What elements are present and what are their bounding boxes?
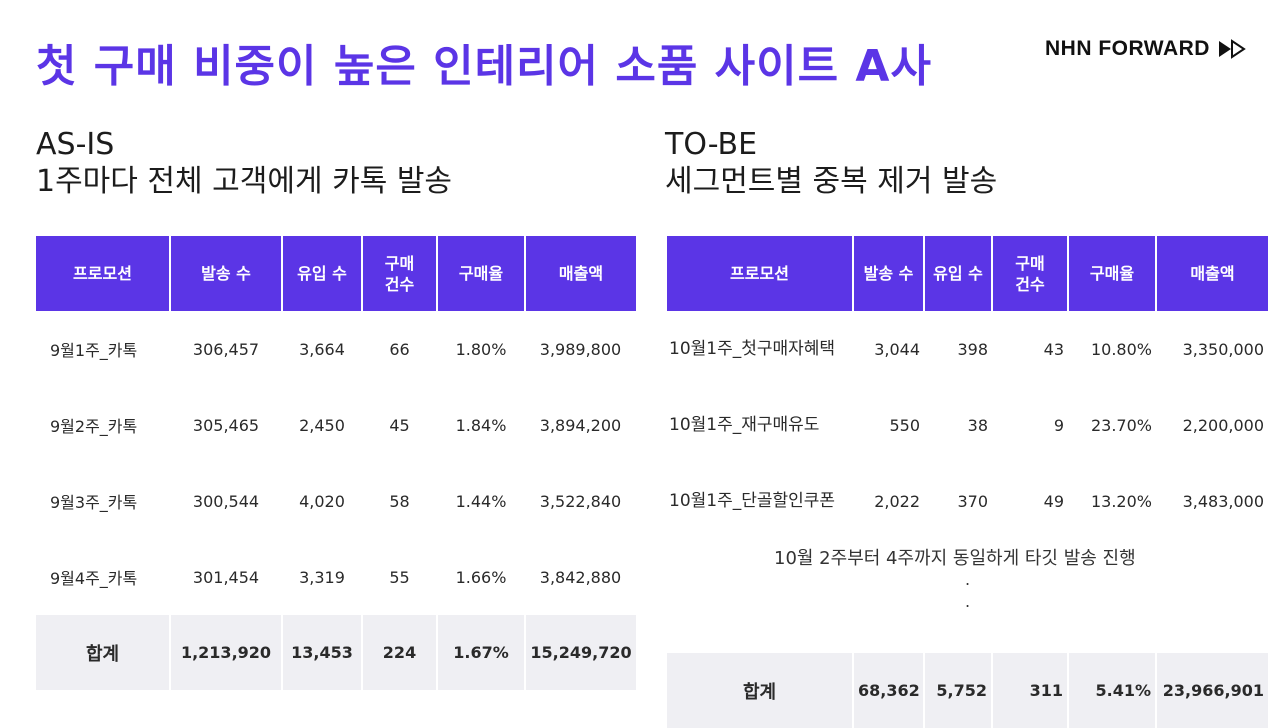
ellipsis-dot: . [965,592,971,611]
column-header: 구매율 [1068,236,1157,311]
table-row: 9월1주_카톡 306,457 3,664 66 1.80% 3,989,800 [36,311,636,387]
purchase-rate-cell: 1.66% [455,567,507,587]
revenue-cell: 3,842,880 [539,567,622,587]
total-purchase-count-cell: 224 [362,615,438,690]
sent-count-cell: 305,465 [192,415,260,435]
table-header-row: 프로모션 발송 수 유입 수 구매 건수 구매율 매출액 [667,236,1268,311]
purchase-count-cell: 49 [1043,491,1064,511]
table-row: 9월2주_카톡 305,465 2,450 45 1.84% 3,894,200 [36,387,636,463]
inflow-count-cell: 4,020 [299,491,345,511]
total-revenue-cell: 23,966,901 [1156,653,1268,728]
promotion-cell: 9월1주_카톡 [50,341,138,360]
total-inflow-cell: 13,453 [282,615,363,690]
revenue-cell: 3,989,800 [539,339,622,359]
column-header: 유입 수 [282,236,363,311]
revenue-cell: 3,894,200 [539,415,622,435]
purchase-count-cell: 58 [389,491,410,511]
column-header-text: 구매 건수 [384,253,415,294]
column-header: 프로모션 [36,236,171,311]
column-header: 구매 건수 [992,236,1069,311]
purchase-count-cell: 45 [389,415,410,435]
total-purchase-count-cell: 311 [992,653,1069,728]
column-header: 매출액 [525,236,636,311]
sent-count-cell: 301,454 [192,567,260,587]
as-is-table: 프로모션 발송 수 유입 수 구매 건수 구매율 매출액 9월1주_카톡 306… [36,236,636,690]
total-revenue-cell: 15,249,720 [525,615,636,690]
sent-count-cell: 306,457 [192,339,260,359]
as-is-description: 1주마다 전체 고객에게 카톡 발송 [36,164,453,199]
total-inflow-cell: 5,752 [924,653,993,728]
logo-text: NHN FORWARD [1045,37,1210,60]
column-header: 발송 수 [170,236,283,311]
inflow-count-cell: 370 [957,491,988,511]
purchase-rate-cell: 23.70% [1090,415,1152,435]
sent-count-cell: 2,022 [874,491,920,511]
promotion-cell: 9월3주_카톡 [50,493,138,512]
total-sent-cell: 68,362 [853,653,925,728]
ellipsis-dot: . [965,570,971,589]
table-row: 10월1주_첫구매자혜택 3,044 398 43 10.80% 3,350,0… [667,311,1268,387]
column-header-text: 구매 건수 [1015,253,1045,294]
promotion-cell: 10월1주_단골할인쿠폰 [669,491,836,511]
total-row: 합계 1,213,920 13,453 224 1.67% 15,249,720 [36,615,636,690]
purchase-count-cell: 66 [389,339,410,359]
purchase-rate-cell: 10.80% [1090,339,1152,359]
inflow-count-cell: 398 [957,339,988,359]
inflow-count-cell: 2,450 [299,415,345,435]
revenue-cell: 3,483,000 [1182,491,1264,511]
revenue-cell: 3,522,840 [539,491,622,511]
purchase-rate-cell: 1.80% [455,339,507,359]
column-header: 구매 건수 [362,236,438,311]
purchase-rate-cell: 1.44% [455,491,507,511]
total-label-cell: 합계 [36,615,171,690]
as-is-heading: AS-IS [36,127,115,162]
promotion-cell: 9월2주_카톡 [50,417,138,436]
revenue-cell: 3,350,000 [1182,339,1264,359]
purchase-rate-cell: 13.20% [1090,491,1152,511]
sent-count-cell: 550 [889,415,920,435]
continuation-note: 10월 2주부터 4주까지 동일하게 타깃 발송 진행 [774,548,1136,569]
purchase-count-cell: 43 [1043,339,1064,359]
sent-count-cell: 3,044 [874,339,920,359]
table-row: 10월1주_단골할인쿠폰 2,022 370 49 13.20% 3,483,0… [667,463,1268,539]
table-row: 9월3주_카톡 300,544 4,020 58 1.44% 3,522,840 [36,463,636,539]
column-header: 프로모션 [667,236,854,311]
promotion-cell: 10월1주_첫구매자혜택 [669,339,836,359]
revenue-cell: 2,200,000 [1182,415,1264,435]
total-sent-cell: 1,213,920 [170,615,283,690]
to-be-table: 프로모션 발송 수 유입 수 구매 건수 구매율 매출액 10월1주_첫구매자혜… [667,236,1268,728]
inflow-count-cell: 3,319 [299,567,345,587]
sent-count-cell: 300,544 [192,491,260,511]
column-header: 구매율 [437,236,526,311]
logo: NHN FORWARD [1045,37,1248,61]
total-row: 합계 68,362 5,752 311 5.41% 23,966,901 [667,653,1268,728]
promotion-cell: 10월1주_재구매유도 [669,415,820,435]
inflow-count-cell: 3,664 [299,339,345,359]
column-header: 발송 수 [853,236,925,311]
column-header: 유입 수 [924,236,993,311]
inflow-count-cell: 38 [967,415,988,435]
table-row: 10월1주_재구매유도 550 38 9 23.70% 2,200,000 [667,387,1268,463]
purchase-count-cell: 9 [1053,415,1064,435]
to-be-heading: TO-BE [665,127,758,162]
total-label-cell: 합계 [667,653,854,728]
slide-title: 첫 구매 비중이 높은 인테리어 소품 사이트 A사 [36,41,932,92]
total-purchase-rate-cell: 1.67% [437,615,526,690]
column-header: 매출액 [1156,236,1268,311]
table-row: 9월4주_카톡 301,454 3,319 55 1.66% 3,842,880 [36,539,636,615]
to-be-description: 세그먼트별 중복 제거 발송 [665,164,998,199]
table-header-row: 프로모션 발송 수 유입 수 구매 건수 구매율 매출액 [36,236,636,311]
as-is-heading-block: AS-IS 1주마다 전체 고객에게 카톡 발송 [36,126,452,200]
to-be-heading-block: TO-BE 세그먼트별 중복 제거 발송 [665,126,997,200]
forward-arrows-icon [1218,39,1246,59]
total-purchase-rate-cell: 5.41% [1068,653,1157,728]
purchase-count-cell: 55 [389,567,410,587]
purchase-rate-cell: 1.84% [455,415,507,435]
promotion-cell: 9월4주_카톡 [50,569,138,588]
